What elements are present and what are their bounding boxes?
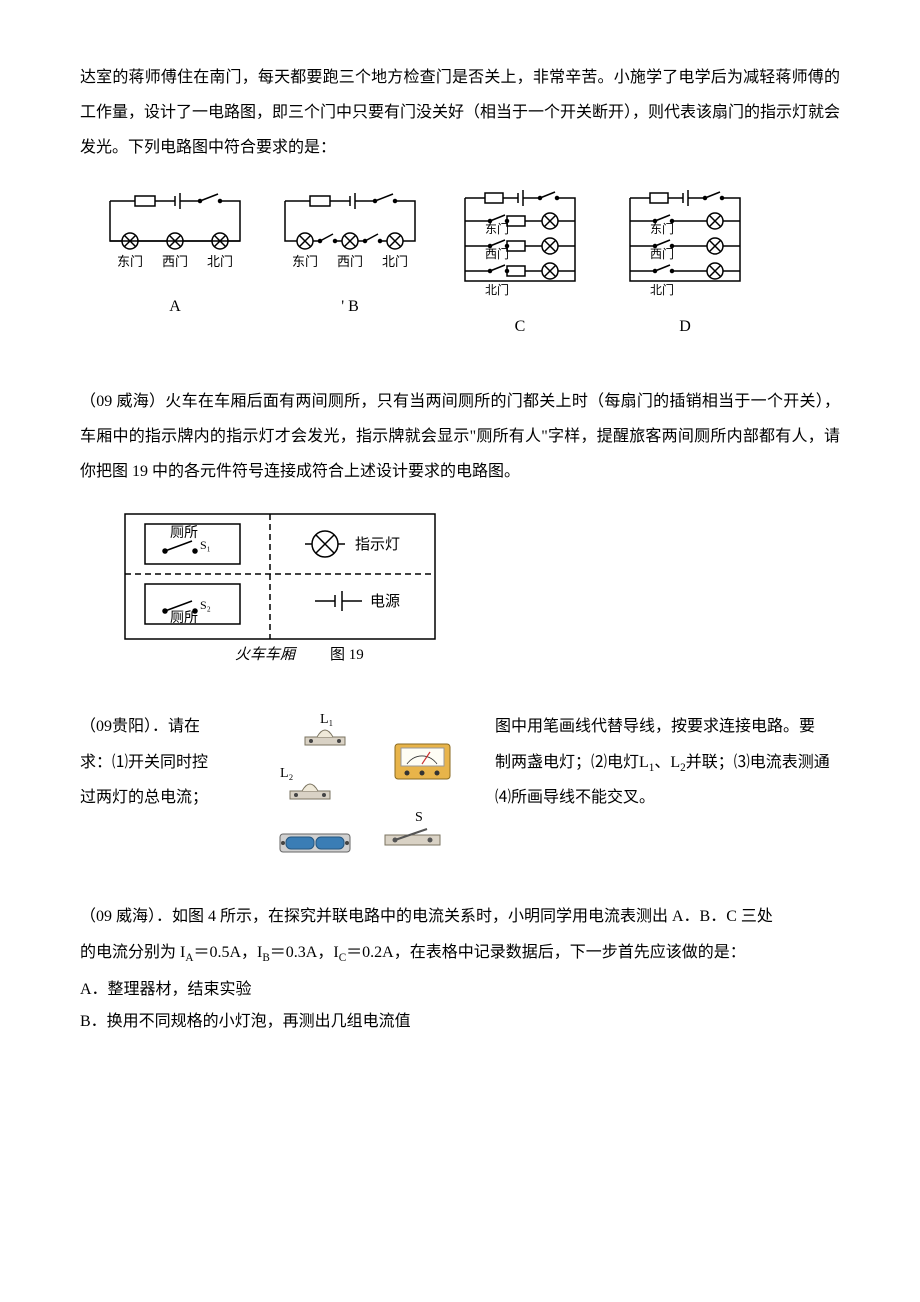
svg-text:东门: 东门	[650, 221, 674, 236]
svg-text:L₁: L₁	[320, 712, 333, 727]
q1-text: 达室的蒋师傅住在南门，每天都要跑三个地方检查门是否关上，非常辛苦。小施学了电学后…	[80, 60, 840, 166]
circuit-b: 东门 西门 北门 ' B	[275, 186, 425, 324]
q3-l2r: 制两盏电灯；⑵电灯L1、L2并联；⑶电流表测通	[495, 745, 840, 781]
q3-l2l: 求：⑴开关同时控	[80, 745, 245, 780]
svg-text:西门: 西门	[485, 246, 509, 261]
q4-options: A．整理器材，结束实验 B．换用不同规格的小灯泡，再测出几组电流值	[80, 974, 840, 1038]
circuit-d: 东门 西门 北门 D	[615, 186, 755, 344]
svg-text:S: S	[415, 810, 423, 825]
q4-opt-b: B．换用不同规格的小灯泡，再测出几组电流值	[80, 1006, 840, 1038]
question-4: （09 威海）．如图 4 所示，在探究并联电路中的电流关系时，小明同学用电流表测…	[80, 899, 840, 1038]
svg-text:北门: 北门	[485, 282, 509, 297]
question-3: （09贵阳）．请在 求：⑴开关同时控 过两灯的总电流； L₁ L₂	[80, 709, 840, 859]
question-2: （09 威海）火车在车厢后面有两间厕所，只有当两间厕所的门都关上时（每扇门的插销…	[80, 384, 840, 670]
gate-north-label: 北门	[207, 254, 233, 269]
q3-right-column: 图中用笔画线代替导线，按要求连接电路。要 制两盏电灯；⑵电灯L1、L2并联；⑶电…	[495, 709, 840, 815]
toilet-label-1: 厕所	[170, 525, 198, 541]
q4-text-l2: 的电流分别为 IA＝0.5A，IB＝0.3A，IC＝0.2A，在表格中记录数据后…	[80, 935, 840, 971]
q3-l3r: ⑷所画导线不能交叉。	[495, 780, 840, 815]
label-b: ' B	[275, 289, 425, 324]
fig19-caption: 火车车厢	[235, 646, 298, 663]
q3-prefix: （09贵阳）．请在	[80, 709, 245, 744]
svg-text:北门: 北门	[650, 282, 674, 297]
question-1: 达室的蒋师傅住在南门，每天都要跑三个地方检查门是否关上，非常辛苦。小施学了电学后…	[80, 60, 840, 344]
svg-text:S₁: S₁	[200, 538, 211, 552]
svg-text:北门: 北门	[382, 254, 408, 269]
toilet-label-2: 厕所	[170, 610, 198, 626]
circuit-c: 东门 西门 北门 C	[450, 186, 590, 344]
svg-text:东门: 东门	[292, 254, 318, 269]
figure-19: 厕所 S₁ 厕所 S₂ 指示灯 电源 火车车厢 图 19	[120, 509, 840, 669]
svg-text:西门: 西门	[337, 254, 363, 269]
q4-text-l1: （09 威海）．如图 4 所示，在探究并联电路中的电流关系时，小明同学用电流表测…	[80, 899, 840, 934]
label-a: A	[100, 289, 250, 324]
q3-l1r: 图中用笔画线代替导线，按要求连接电路。要	[495, 709, 840, 744]
q3-diagram: L₁ L₂	[265, 709, 475, 859]
svg-text:东门: 东门	[485, 221, 509, 236]
indicator-label: 指示灯	[355, 536, 400, 553]
fig19-number: 图 19	[330, 646, 364, 663]
power-label: 电源	[370, 593, 400, 610]
gate-west-label: 西门	[162, 254, 188, 269]
gate-east-label: 东门	[117, 254, 143, 269]
circuit-a: 东门 西门 北门 A	[100, 186, 250, 324]
q4-opt-a: A．整理器材，结束实验	[80, 974, 840, 1006]
q3-l3l: 过两灯的总电流；	[80, 780, 245, 815]
label-d: D	[615, 309, 755, 344]
label-c: C	[450, 309, 590, 344]
q2-text: （09 威海）火车在车厢后面有两间厕所，只有当两间厕所的门都关上时（每扇门的插销…	[80, 384, 840, 490]
svg-text:L₂: L₂	[280, 766, 294, 781]
q1-diagrams: 东门 西门 北门 A	[100, 186, 840, 344]
svg-text:S₂: S₂	[200, 598, 211, 612]
svg-text:西门: 西门	[650, 246, 674, 261]
q3-left-column: （09贵阳）．请在 求：⑴开关同时控 过两灯的总电流；	[80, 709, 245, 815]
